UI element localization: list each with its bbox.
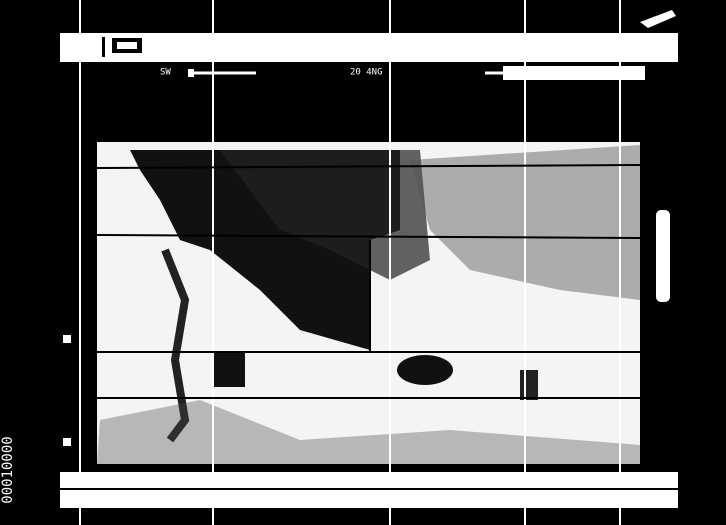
marker <box>63 438 71 446</box>
dark-spot <box>520 370 538 400</box>
marker <box>63 335 71 343</box>
slider-label: SW <box>160 68 171 78</box>
grid-inner <box>96 164 641 399</box>
side-label: 00010000 <box>0 436 16 503</box>
dark-region <box>220 150 430 280</box>
grid-line <box>96 234 641 239</box>
side-markers <box>63 335 71 446</box>
bar-divider <box>102 37 105 57</box>
image-area <box>97 142 640 464</box>
mode-box-inner <box>117 42 137 49</box>
center-label: 20 4NG <box>350 68 383 78</box>
value-box[interactable] <box>503 66 645 80</box>
grid-line <box>96 164 641 169</box>
dark-spot <box>397 355 453 385</box>
title-bar <box>60 33 678 62</box>
dark-spot <box>213 352 245 387</box>
dark-streak <box>161 248 190 443</box>
status-divider <box>60 488 678 490</box>
corner-mark <box>640 10 676 28</box>
slider-handle[interactable] <box>188 69 194 77</box>
grid <box>79 0 621 525</box>
texture-region <box>97 400 640 464</box>
scroll-thumb[interactable] <box>656 210 670 302</box>
